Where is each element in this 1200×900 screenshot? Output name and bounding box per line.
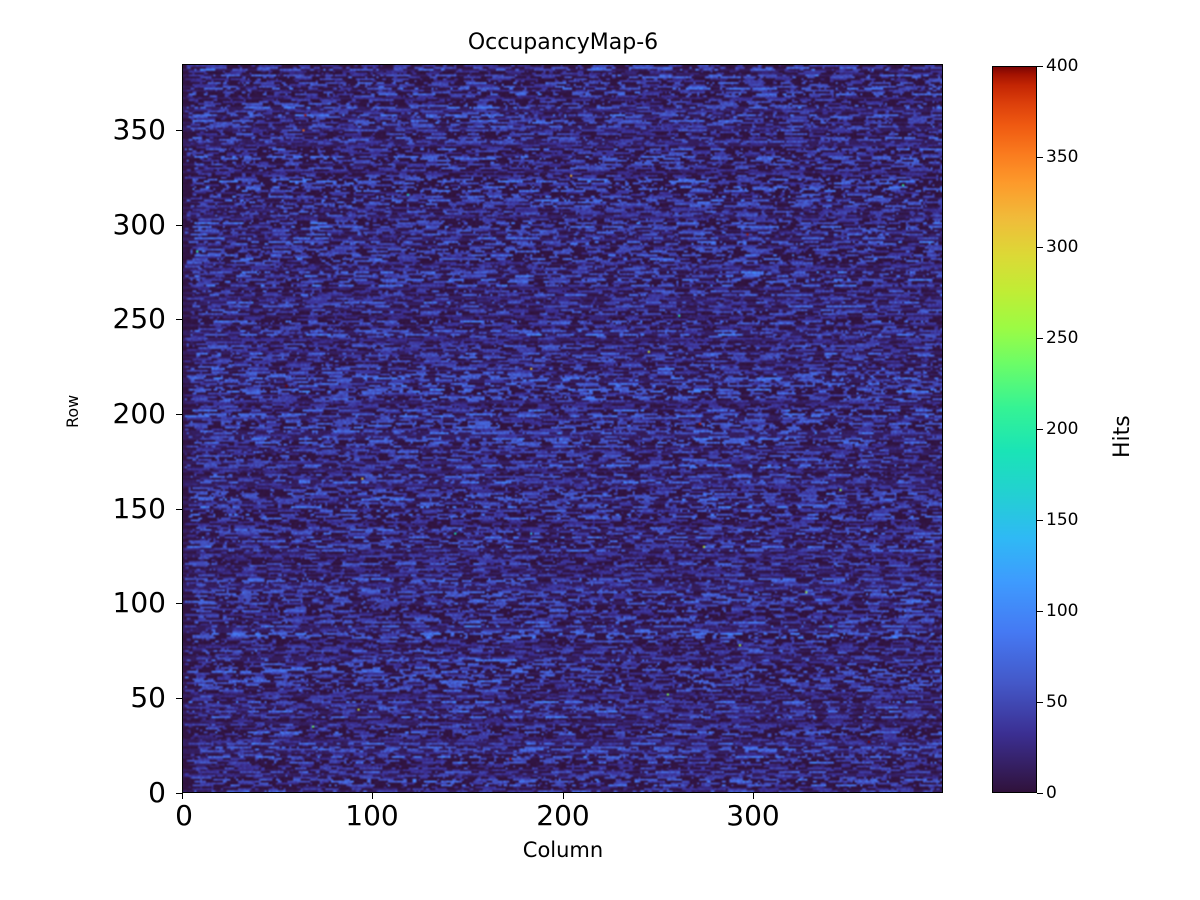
y-tick-mark-1 xyxy=(176,698,182,700)
colorbar-tick-mark-7 xyxy=(1037,157,1043,159)
x-axis-label: Column xyxy=(522,838,604,862)
y-axis-label: Row xyxy=(63,394,82,428)
colorbar-tick-mark-2 xyxy=(1037,611,1043,613)
y-tick-mark-2 xyxy=(176,603,182,605)
colorbar-tick-mark-5 xyxy=(1037,338,1043,340)
y-tick-label-0: 0 xyxy=(148,776,166,809)
colorbar-tick-mark-0 xyxy=(1037,793,1043,795)
page-title: OccupancyMap-6 xyxy=(467,30,659,55)
y-tick-label-7: 350 xyxy=(112,113,166,146)
x-tick-label-1: 100 xyxy=(345,799,399,832)
y-tick-mark-7 xyxy=(176,130,182,132)
colorbar-tick-label-2: 100 xyxy=(1046,601,1079,621)
x-tick-label-2: 200 xyxy=(536,799,590,832)
x-tick-mark-0 xyxy=(182,793,184,799)
heatmap-image xyxy=(183,65,942,792)
x-tick-mark-3 xyxy=(753,793,755,799)
y-tick-label-5: 250 xyxy=(112,302,166,335)
colorbar-tick-label-0: 0 xyxy=(1046,783,1057,803)
colorbar-tick-label-5: 250 xyxy=(1046,328,1079,348)
colorbar-label: Hits xyxy=(1110,415,1135,458)
colorbar-tick-label-3: 150 xyxy=(1046,510,1079,530)
colorbar-tick-label-7: 350 xyxy=(1046,147,1079,167)
x-tick-mark-2 xyxy=(563,793,565,799)
colorbar-tick-label-8: 400 xyxy=(1046,56,1079,76)
y-tick-mark-5 xyxy=(176,319,182,321)
y-tick-mark-0 xyxy=(176,793,182,795)
colorbar-tick-label-6: 300 xyxy=(1046,237,1079,257)
y-tick-label-2: 100 xyxy=(112,586,166,619)
y-tick-label-6: 300 xyxy=(112,208,166,241)
y-tick-label-1: 50 xyxy=(130,681,166,714)
y-tick-mark-6 xyxy=(176,225,182,227)
x-tick-label-3: 300 xyxy=(726,799,780,832)
y-tick-mark-4 xyxy=(176,414,182,416)
colorbar-tick-mark-4 xyxy=(1037,429,1043,431)
y-tick-label-4: 200 xyxy=(112,397,166,430)
colorbar-tick-mark-1 xyxy=(1037,702,1043,704)
colorbar[interactable] xyxy=(992,66,1037,793)
x-tick-label-0: 0 xyxy=(175,799,193,832)
heatmap-axes[interactable] xyxy=(182,64,943,793)
y-tick-label-3: 150 xyxy=(112,492,166,525)
colorbar-tick-label-1: 50 xyxy=(1046,692,1068,712)
colorbar-tick-label-4: 200 xyxy=(1046,419,1079,439)
colorbar-tick-mark-6 xyxy=(1037,247,1043,249)
x-tick-mark-1 xyxy=(372,793,374,799)
y-tick-mark-3 xyxy=(176,509,182,511)
colorbar-tick-mark-3 xyxy=(1037,520,1043,522)
colorbar-tick-mark-8 xyxy=(1037,66,1043,68)
